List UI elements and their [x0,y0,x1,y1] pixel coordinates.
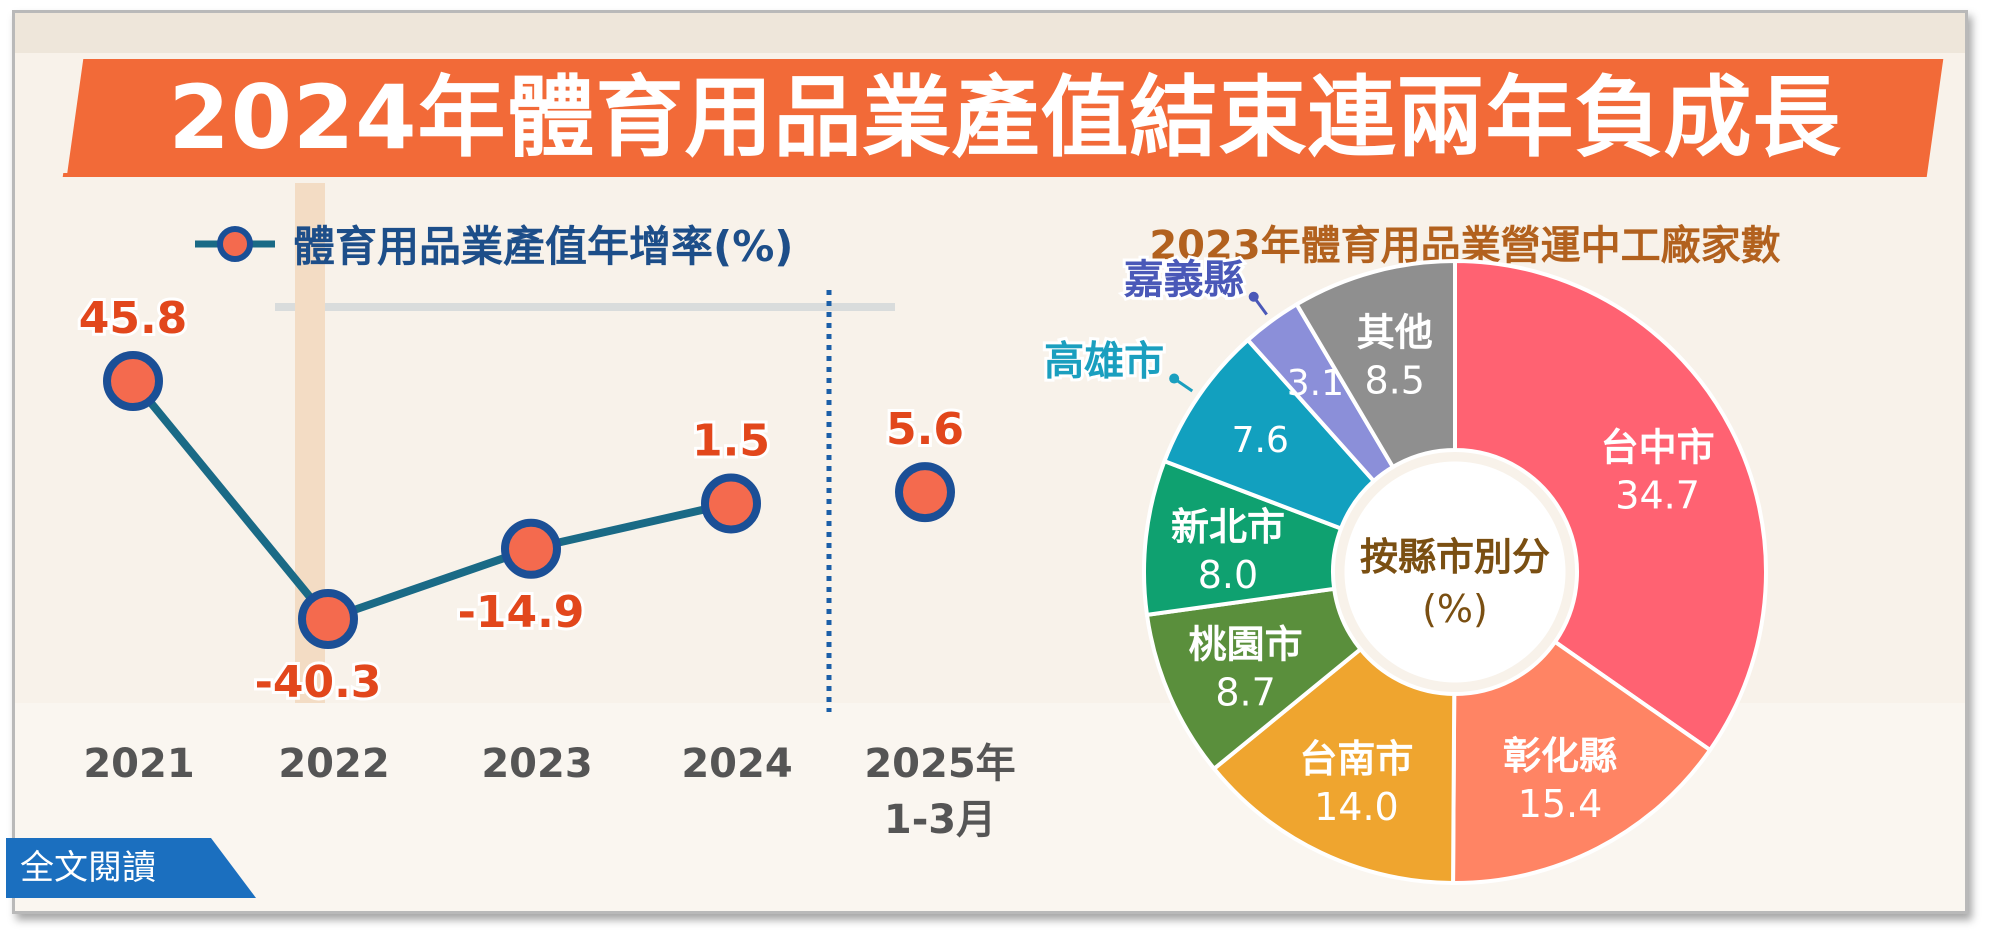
x-tick-label: 2021 [83,741,194,787]
value-label: -40.3 [255,657,382,708]
background-window-frame [275,303,895,311]
slice-label: 桃園市 [1189,622,1303,666]
slice-label: 台南市 [1299,737,1413,781]
slice-outside-label: 嘉義縣 [1124,257,1244,303]
legend-marker-icon [195,225,275,262]
data-point [103,351,163,411]
slice-label: 台中市 [1601,425,1715,469]
slice-outside-label: 高雄市 [1044,339,1164,385]
leader-dot [1169,373,1180,384]
slice-label: 新北市 [1171,505,1285,549]
background-ceiling [15,13,1965,53]
pie-slice-2 [1211,646,1457,886]
value-label: 45.8 [79,293,188,344]
slice-value: 34.7 [1615,473,1700,517]
data-point [895,462,955,523]
value-label: -14.9 [458,587,585,638]
pie-slice-7 [1293,258,1457,470]
slice-value: 14.0 [1314,785,1399,829]
data-point [701,473,761,534]
slice-value: 15.4 [1518,782,1603,826]
slice-value: 8.0 [1198,553,1258,597]
slice-value: 8.5 [1364,359,1424,403]
line-segment [530,499,732,553]
slice-label: 其他 [1357,311,1433,355]
slice-value: 7.6 [1232,420,1289,461]
x-tick-label: 2024 [681,741,792,787]
line-segment [326,544,533,623]
value-label: 1.5 [692,415,770,466]
pie-slice-1 [1451,639,1713,885]
page-title: 2024年體育用品業產值結束連兩年負成長 [168,66,1842,169]
data-point [298,588,358,649]
slice-value: 8.7 [1215,670,1275,714]
x-tick-label: 1-3月 [884,797,996,843]
line-legend: 體育用品業產值年增率(%) [195,213,793,274]
value-label: 5.6 [886,404,964,455]
line-segment [129,378,332,622]
read-full-text-button[interactable]: 全文閱讀 [6,838,256,898]
x-tick-label: 2025年 [864,741,1015,787]
x-tick-label: 2022 [278,741,389,787]
inner-ring [1344,461,1566,683]
pie-center-label: 按縣市別分 [1360,535,1550,579]
pie-center-unit: (%) [1422,587,1488,631]
legend-label: 體育用品業產值年增率(%) [293,222,794,271]
x-tick-label: 2023 [481,741,592,787]
pie-center [1349,466,1561,678]
data-point [501,518,561,579]
leader-dot [1248,291,1259,302]
pie-slice-0 [1453,258,1768,753]
slice-label: 彰化縣 [1503,734,1617,778]
